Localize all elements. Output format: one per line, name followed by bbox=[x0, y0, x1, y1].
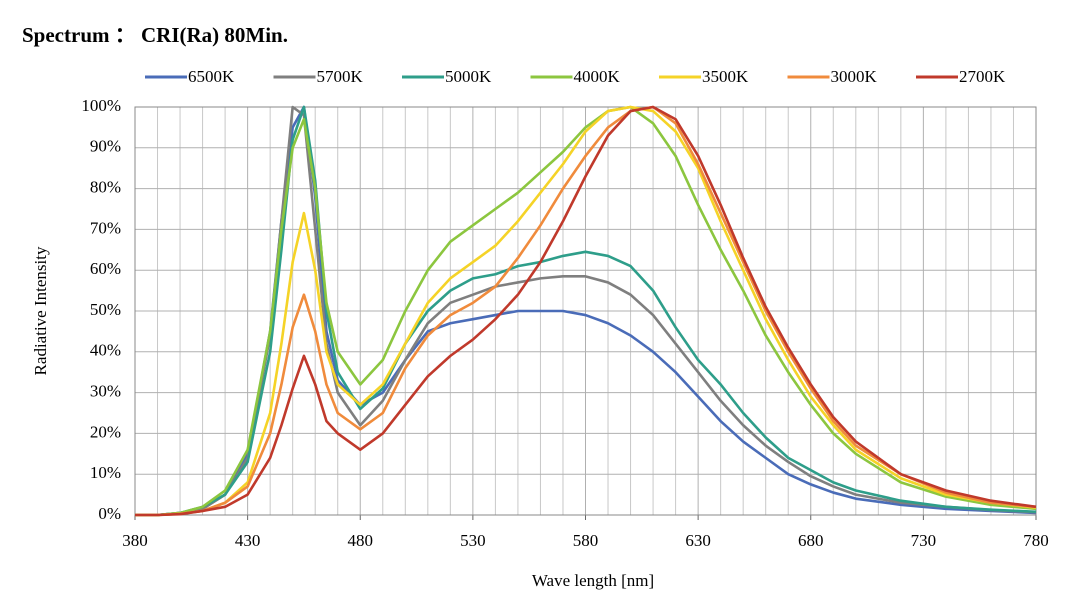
y-tick-label: 60% bbox=[90, 259, 121, 278]
y-tick-label: 10% bbox=[90, 463, 121, 482]
x-tick-label: 680 bbox=[798, 531, 824, 550]
legend-label: 5700K bbox=[317, 67, 364, 86]
y-tick-label: 80% bbox=[90, 178, 121, 197]
series-line bbox=[135, 105, 1037, 517]
x-tick-label: 730 bbox=[911, 531, 937, 550]
x-tick-label: 480 bbox=[348, 531, 374, 550]
x-tick-label: 780 bbox=[1023, 531, 1049, 550]
legend-label: 2700K bbox=[959, 67, 1006, 86]
x-tick-label: 630 bbox=[685, 531, 711, 550]
legend-label: 3500K bbox=[702, 67, 749, 86]
series-line bbox=[135, 105, 1037, 517]
y-tick-label: 50% bbox=[90, 300, 121, 319]
y-tick-label: 70% bbox=[90, 218, 121, 237]
legend-label: 5000K bbox=[445, 67, 492, 86]
chart-title: Spectrum ： CRI(Ra) 80Min. bbox=[22, 23, 288, 47]
x-tick-label: 530 bbox=[460, 531, 486, 550]
series-line bbox=[135, 105, 1037, 517]
y-tick-label: 100% bbox=[81, 96, 121, 115]
legend-label: 6500K bbox=[188, 67, 235, 86]
x-tick-label: 580 bbox=[573, 531, 599, 550]
plot-frame bbox=[134, 106, 1037, 516]
legend-label: 3000K bbox=[831, 67, 878, 86]
x-axis-label: Wave length [nm] bbox=[532, 571, 654, 590]
y-axis-label: Radiative Intensity bbox=[31, 246, 50, 375]
x-tick-label: 430 bbox=[235, 531, 261, 550]
y-tick-label: 0% bbox=[98, 504, 121, 523]
y-tick-label: 30% bbox=[90, 382, 121, 401]
x-tick-label: 380 bbox=[122, 531, 148, 550]
y-tick-label: 90% bbox=[90, 137, 121, 156]
y-tick-label: 40% bbox=[90, 341, 121, 360]
series-line bbox=[135, 105, 1037, 517]
y-tick-label: 20% bbox=[90, 422, 121, 441]
legend-label: 4000K bbox=[574, 67, 621, 86]
